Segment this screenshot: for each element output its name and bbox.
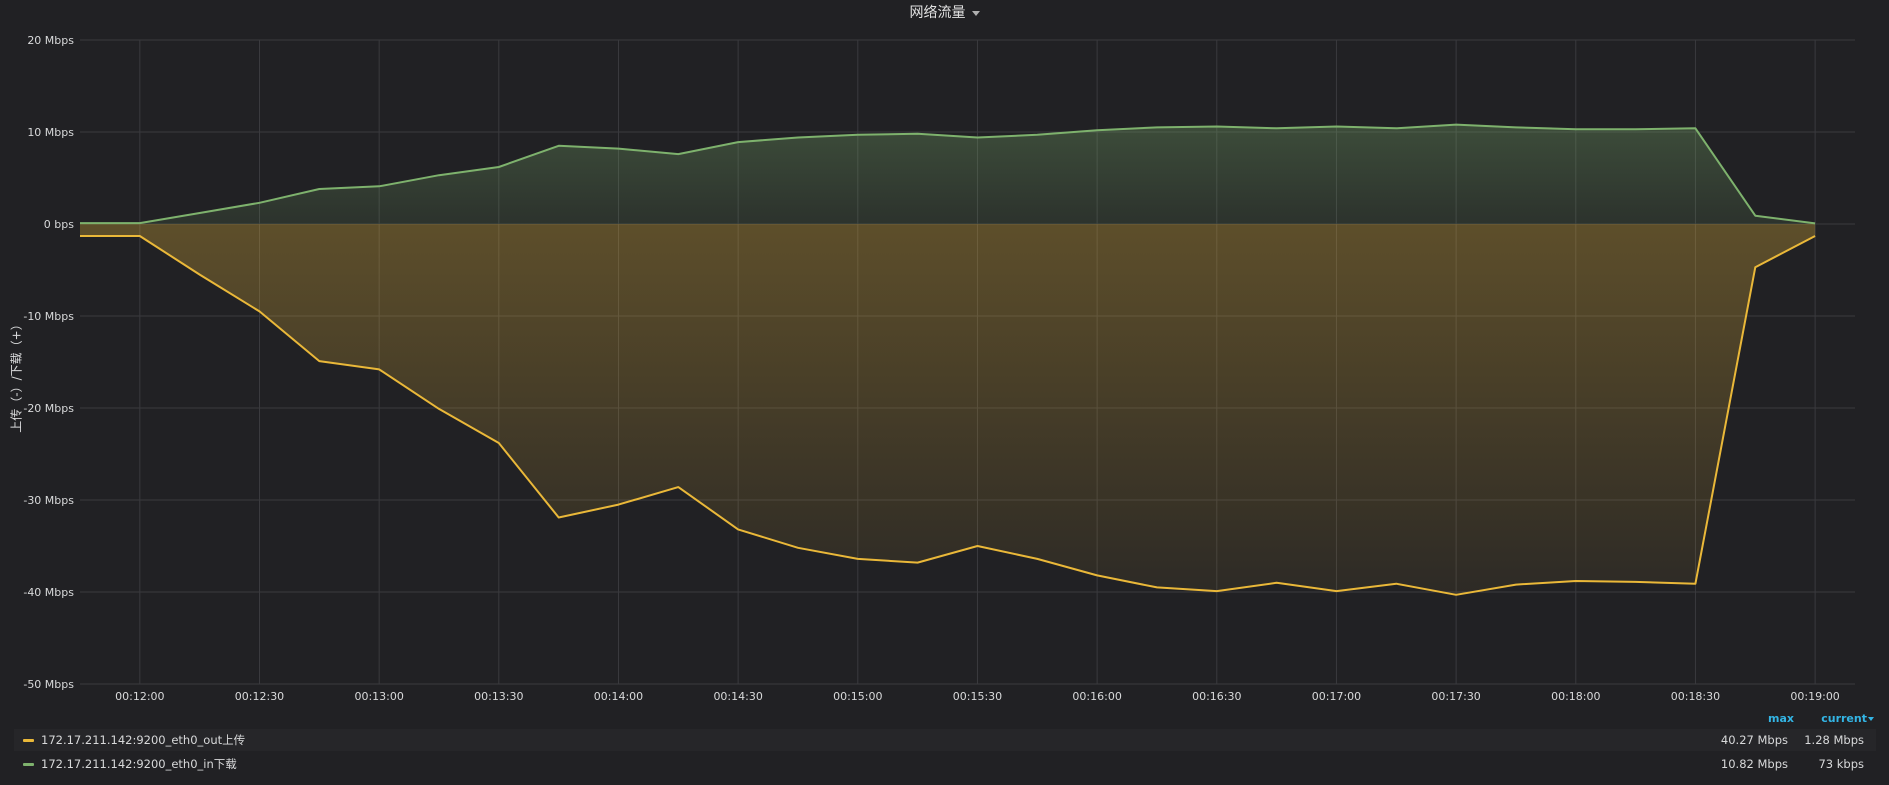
legend-series-name: 172.17.211.142:9200_eth0_out上传 <box>41 733 246 747</box>
y-tick-label: -30 Mbps <box>23 494 74 507</box>
x-tick-label: 00:14:00 <box>594 690 643 700</box>
x-tick-label: 00:13:30 <box>474 690 523 700</box>
x-tick-label: 00:16:30 <box>1192 690 1241 700</box>
series-out-line[interactable] <box>80 235 1816 596</box>
y-axis-title-wrap: 上传（-）/下载（+） <box>6 317 26 433</box>
series-in-area <box>80 124 1816 224</box>
x-tick-label: 00:17:30 <box>1431 690 1480 700</box>
x-tick-label: 00:18:30 <box>1671 690 1720 700</box>
x-tick-label: 00:16:00 <box>1072 690 1121 700</box>
y-tick-label: -10 Mbps <box>23 310 74 323</box>
series-areas <box>80 124 1816 595</box>
series-in-line[interactable] <box>80 123 1816 225</box>
legend-swatch-in <box>23 762 34 766</box>
legend-sort-current[interactable]: current <box>1821 712 1874 725</box>
series-lines <box>80 123 1816 596</box>
x-tick-label: 00:15:00 <box>833 690 882 700</box>
panel-title-dropdown[interactable]: 网络流量 <box>0 2 1889 22</box>
y-tick-label: 20 Mbps <box>27 34 74 47</box>
y-tick-label: -20 Mbps <box>23 402 74 415</box>
x-tick-label: 00:15:30 <box>953 690 1002 700</box>
chevron-down-icon <box>971 10 980 16</box>
legend-item-out[interactable]: 172.17.211.142:9200_eth0_out上传 40.27 Mbp… <box>14 729 1876 751</box>
legend-current-value: 1.28 Mbps <box>1804 733 1864 747</box>
x-tick-label: 00:17:00 <box>1312 690 1361 700</box>
x-tick-label: 00:13:00 <box>354 690 403 700</box>
legend-swatch-out <box>23 738 34 742</box>
y-tick-label: -40 Mbps <box>23 586 74 599</box>
x-tick-label: 00:12:00 <box>115 690 164 700</box>
y-axis-title: 上传（-）/下载（+） <box>9 317 24 433</box>
panel-title: 网络流量 <box>909 5 966 21</box>
series-out-area <box>80 224 1816 595</box>
y-tick-label: 0 bps <box>44 218 74 231</box>
legend-current-value: 73 kbps <box>1818 757 1864 771</box>
legend-max-value: 40.27 Mbps <box>1720 733 1788 747</box>
y-axis-ticks: 20 Mbps 10 Mbps 0 bps -10 Mbps -20 Mbps -30 M… <box>23 34 74 691</box>
legend-item-in[interactable]: 172.17.211.142:9200_eth0_in下载 10.82 Mbps… <box>14 753 1876 775</box>
y-tick-label: 10 Mbps <box>27 126 74 139</box>
chart-canvas[interactable]: 20 Mbps 10 Mbps 0 bps -10 Mbps -20 Mbps -30 M… <box>0 0 1889 700</box>
x-axis-ticks: 00:12:00 00:12:30 00:13:00 00:13:30 00:14:00… <box>115 690 1840 700</box>
x-tick-label: 00:12:30 <box>235 690 284 700</box>
y-tick-label: -50 Mbps <box>23 678 74 691</box>
x-tick-label: 00:14:30 <box>713 690 762 700</box>
legend-sort-max[interactable]: max <box>1768 712 1794 725</box>
legend-header: max current <box>1676 712 1876 726</box>
legend-max-value: 10.82 Mbps <box>1720 757 1788 771</box>
x-tick-label: 00:19:00 <box>1790 690 1839 700</box>
legend-series-name: 172.17.211.142:9200_eth0_in下载 <box>41 757 237 771</box>
x-tick-label: 00:18:00 <box>1551 690 1600 700</box>
